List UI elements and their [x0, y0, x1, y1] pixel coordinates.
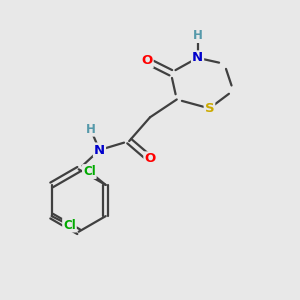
- Text: O: O: [141, 54, 153, 67]
- Text: S: S: [205, 102, 214, 115]
- Text: Cl: Cl: [63, 218, 76, 232]
- Text: H: H: [85, 123, 95, 136]
- Text: H: H: [193, 29, 202, 42]
- Text: N: N: [192, 51, 203, 64]
- Text: O: O: [144, 152, 156, 165]
- Text: Cl: Cl: [83, 165, 96, 178]
- Text: N: N: [94, 143, 105, 157]
